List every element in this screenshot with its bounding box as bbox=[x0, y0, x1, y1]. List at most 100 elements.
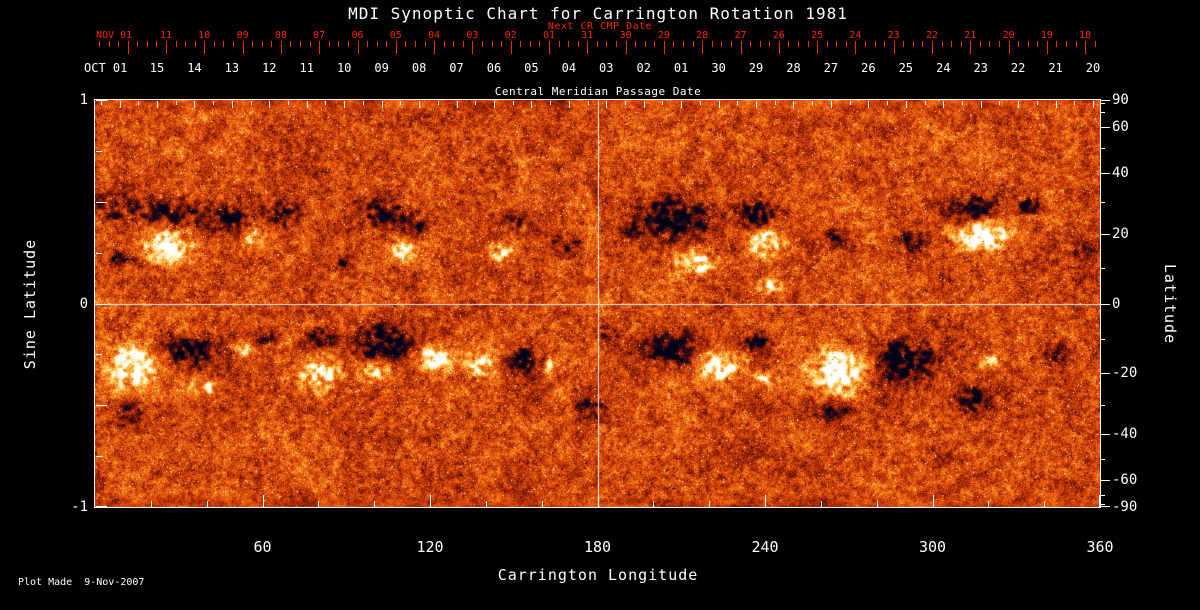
next-cr-day-label: 03 bbox=[466, 30, 479, 41]
sine-latitude-tick-label: 1 bbox=[79, 92, 88, 108]
cmp-day-label: 25 bbox=[898, 61, 914, 75]
next-cr-tick bbox=[673, 41, 675, 47]
next-cr-day-label: 11 bbox=[159, 30, 173, 41]
next-cr-day-label: 26 bbox=[772, 30, 785, 41]
next-cr-day-label: 19 bbox=[1040, 30, 1053, 41]
next-cr-tick bbox=[941, 41, 943, 47]
next-cr-tick bbox=[204, 41, 206, 54]
next-cr-tick bbox=[730, 41, 732, 47]
next-cr-tick bbox=[778, 41, 780, 54]
next-cr-tick bbox=[309, 41, 311, 47]
cmp-day-label: 29 bbox=[748, 61, 764, 75]
next-cr-tick bbox=[769, 41, 771, 47]
next-cr-tick bbox=[750, 41, 752, 47]
next-cr-tick bbox=[367, 41, 369, 47]
next-cr-day-label: 28 bbox=[696, 30, 709, 41]
longitude-tick-label: 240 bbox=[751, 538, 779, 556]
next-cr-tick bbox=[922, 41, 924, 47]
next-cr-tick bbox=[989, 41, 991, 47]
next-cr-tick bbox=[539, 41, 541, 47]
cmp-day-label: 01 bbox=[673, 61, 689, 75]
latitude-tick-label: 20 bbox=[1112, 225, 1129, 242]
plot-made-note: Plot Made 9-Nov-2007 bbox=[18, 577, 145, 588]
next-cr-tick bbox=[501, 41, 503, 47]
next-cr-tick bbox=[213, 41, 215, 47]
next-cr-tick bbox=[912, 41, 914, 47]
next-cr-tick bbox=[549, 41, 550, 54]
next-cr-tick bbox=[903, 41, 905, 47]
next-cr-tick bbox=[740, 41, 742, 54]
cmp-day-label: 08 bbox=[411, 61, 427, 75]
next-cr-tick bbox=[874, 41, 876, 47]
cmp-month-label: OCT 01 bbox=[84, 61, 128, 75]
next-cr-day-label: 04 bbox=[428, 30, 441, 41]
cmp-day-label: 10 bbox=[336, 61, 352, 75]
next-cr-day-label: 20 bbox=[1002, 30, 1015, 41]
next-cr-tick bbox=[414, 41, 416, 47]
next-cr-tick bbox=[443, 41, 445, 47]
latitude-tick bbox=[1100, 373, 1110, 375]
next-cr-tick bbox=[98, 41, 100, 47]
next-cr-tick bbox=[137, 41, 139, 47]
next-cr-day-label: 22 bbox=[925, 30, 939, 41]
cmp-day-label: 05 bbox=[524, 61, 539, 75]
next-cr-day-label: 27 bbox=[734, 30, 747, 41]
next-cr-tick bbox=[654, 41, 656, 47]
latitude-tick-label: 40 bbox=[1112, 164, 1129, 181]
cmp-day-label: 30 bbox=[711, 61, 726, 75]
latitude-tick bbox=[1100, 233, 1110, 235]
cmp-day-label: 11 bbox=[299, 61, 314, 75]
next-cr-tick bbox=[951, 41, 953, 47]
next-cr-tick bbox=[625, 41, 627, 54]
next-cr-tick bbox=[932, 41, 933, 54]
left-axis-label: Sine Latitude bbox=[21, 238, 39, 370]
next-cr-tick bbox=[711, 41, 713, 47]
next-cr-tick bbox=[242, 41, 244, 54]
next-cr-tick bbox=[166, 41, 167, 54]
longitude-tick-label: 60 bbox=[253, 538, 272, 556]
next-cr-tick bbox=[510, 41, 512, 54]
cmp-day-label: 15 bbox=[149, 61, 165, 75]
next-cr-tick bbox=[1094, 41, 1096, 47]
next-cr-tick bbox=[606, 41, 608, 47]
next-cr-tick bbox=[127, 41, 129, 54]
next-cr-tick bbox=[290, 41, 292, 47]
latitude-tick-label: -40 bbox=[1112, 426, 1138, 443]
next-cr-tick bbox=[1056, 41, 1058, 47]
next-cr-tick bbox=[845, 41, 847, 47]
right-axis-label: Latitude bbox=[1161, 263, 1179, 345]
cmp-day-label: 13 bbox=[224, 61, 240, 75]
next-cr-month-label: NOV 01 bbox=[96, 30, 133, 41]
next-cr-tick bbox=[223, 41, 225, 47]
next-cr-axis-title: Next CR CMP Date bbox=[547, 21, 653, 32]
next-cr-tick bbox=[979, 41, 981, 47]
cmp-day-label: 02 bbox=[636, 61, 651, 75]
cmp-day-label: 21 bbox=[1048, 61, 1063, 75]
next-cr-tick bbox=[472, 41, 474, 54]
next-cr-tick bbox=[328, 41, 330, 47]
next-cr-tick bbox=[1037, 41, 1039, 47]
next-cr-tick bbox=[999, 41, 1001, 47]
cmp-day-label: 27 bbox=[823, 61, 839, 75]
next-cr-tick bbox=[807, 41, 809, 47]
next-cr-tick bbox=[836, 41, 838, 47]
next-cr-tick bbox=[587, 41, 589, 54]
cmp-day-label: 07 bbox=[449, 61, 464, 75]
next-cr-tick bbox=[357, 41, 359, 54]
next-cr-tick bbox=[491, 41, 493, 47]
chart-title: MDI Synoptic Chart for Carrington Rotati… bbox=[348, 4, 848, 23]
next-cr-tick bbox=[797, 41, 799, 47]
bottom-axis-label: Carrington Longitude bbox=[497, 566, 699, 584]
next-cr-tick bbox=[644, 41, 646, 47]
next-cr-tick bbox=[692, 41, 694, 47]
next-cr-tick bbox=[1008, 41, 1010, 54]
next-cr-tick bbox=[386, 41, 388, 47]
cmp-day-label: 09 bbox=[374, 61, 389, 75]
latitude-tick-label: -90 bbox=[1112, 499, 1138, 515]
next-cr-day-label: 25 bbox=[811, 30, 824, 41]
next-cr-day-label: 24 bbox=[849, 30, 862, 41]
cmp-day-label: 26 bbox=[861, 61, 876, 75]
next-cr-day-label: 05 bbox=[389, 30, 402, 41]
next-cr-tick bbox=[529, 41, 531, 47]
